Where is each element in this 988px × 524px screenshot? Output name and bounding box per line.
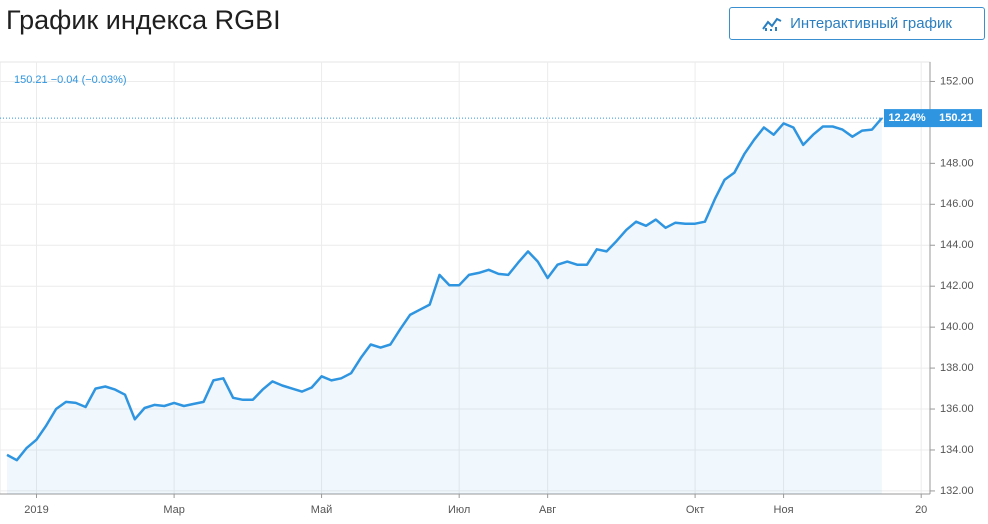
x-tick-label: Окт [686,504,705,516]
area [7,118,882,494]
last-badge: 150.21 [939,112,973,124]
quote: 150.21 −0.04 (−0.03%) [14,74,127,86]
y-tick-label: 138.00 [940,362,974,374]
interactive-chart-button[interactable]: Интерактивный график [729,7,985,40]
x-tick-label: Мар [163,504,185,516]
x-tick-label: Июл [448,504,470,516]
x-tick-label: 20 [915,504,927,516]
y-tick-label: 140.00 [940,321,974,333]
y-tick-label: 144.00 [940,239,974,251]
change-badge-bg [884,109,930,128]
x-tick-label: 2019 [24,504,48,516]
x-tick-label: Май [311,504,333,516]
y-tick-label: 134.00 [940,444,974,456]
y-tick-label: 146.00 [940,198,974,210]
chart-icon [762,17,782,31]
change-badge: 12.24% [888,112,926,124]
y-tick-label: 132.00 [940,485,974,497]
button-label[interactable]: Интерактивный график [790,15,952,32]
y-tick-label: 152.00 [940,75,974,87]
last-badge-bg [930,109,982,128]
x-tick-label: Ноя [774,504,794,516]
y-tick-label: 148.00 [940,157,974,169]
x-tick-label: Авг [539,504,556,516]
y-tick-label: 136.00 [940,403,974,415]
line [6,117,883,462]
y-tick-label: 142.00 [940,280,974,292]
page-title: График индекса RGBI [6,5,281,35]
